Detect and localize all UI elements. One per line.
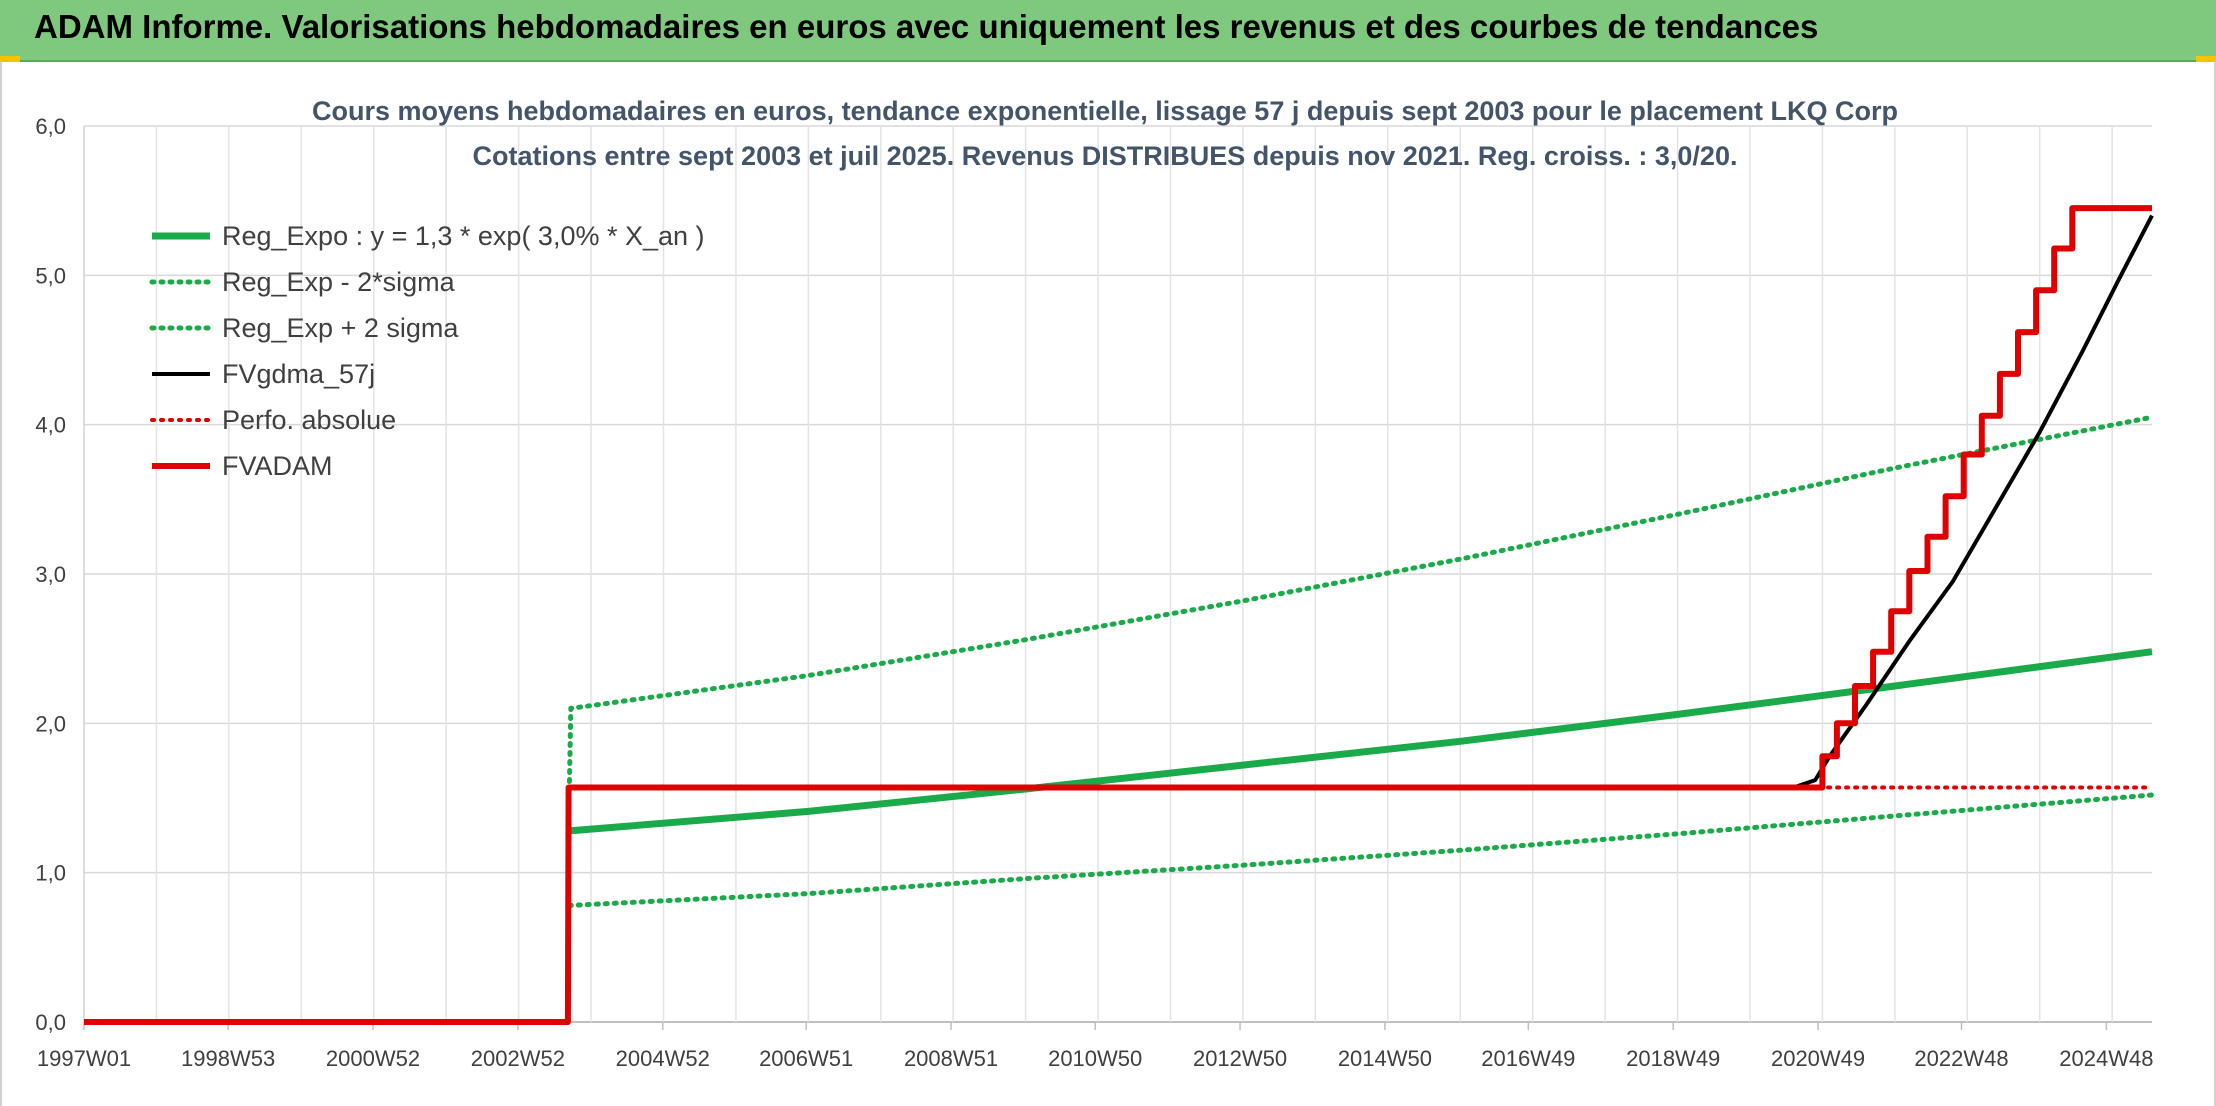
y-tick-label: 3,0 bbox=[35, 562, 66, 587]
corner-marker-left bbox=[0, 56, 20, 62]
x-tick-label: 2000W52 bbox=[326, 1046, 420, 1071]
legend-label: Perfo. absolue bbox=[222, 405, 396, 435]
legend: Reg_Expo : y = 1,3 * exp( 3,0% * X_an ) R… bbox=[149, 221, 705, 481]
x-tick-label: 1997W01 bbox=[37, 1046, 131, 1071]
x-axis-ticks: 1997W01 1998W53 2000W52 2002W52 2004W52 2006W… bbox=[37, 1022, 2153, 1071]
series-line-1 bbox=[569, 648, 2153, 835]
y-axis-ticks: 0,0 1,0 2,0 3,0 4,0 5,0 6,0 bbox=[35, 114, 66, 1035]
y-tick-label: 6,0 bbox=[35, 114, 66, 139]
y-tick-label: 2,0 bbox=[35, 711, 66, 736]
report-banner: ADAM Informe. Valorisations hebdomadaire… bbox=[0, 0, 2216, 62]
legend-label: FVADAM bbox=[222, 451, 333, 481]
series-line-4 bbox=[565, 214, 2154, 1023]
chart-frame bbox=[0, 62, 2216, 1106]
series-line-5 bbox=[565, 785, 2154, 1024]
chart-title: Cours moyens hebdomadaires en euros, ten… bbox=[312, 96, 1898, 126]
x-tick-label: 2014W50 bbox=[1338, 1046, 1432, 1071]
corner-marker-right bbox=[2196, 56, 2216, 62]
x-tick-label: 2002W52 bbox=[471, 1046, 565, 1071]
x-tick-label: 2018W49 bbox=[1626, 1046, 1720, 1071]
y-tick-label: 4,0 bbox=[35, 413, 66, 438]
x-tick-label: 2022W48 bbox=[1914, 1046, 2008, 1071]
series-line-2 bbox=[566, 792, 2155, 908]
x-tick-label: 2012W50 bbox=[1193, 1046, 1287, 1071]
x-tick-label: 2024W48 bbox=[2059, 1046, 2153, 1071]
x-tick-label: 2010W50 bbox=[1048, 1046, 1142, 1071]
x-tick-label: 2008W51 bbox=[904, 1046, 998, 1071]
series-group bbox=[84, 205, 2155, 1025]
legend-label: Reg_Exp - 2*sigma bbox=[222, 267, 456, 297]
legend-label: Reg_Expo : y = 1,3 * exp( 3,0% * X_an ) bbox=[222, 221, 705, 251]
chart-subtitle: Cotations entre sept 2003 et juil 2025. … bbox=[473, 141, 1738, 171]
y-tick-label: 5,0 bbox=[35, 263, 66, 288]
x-tick-label: 1998W53 bbox=[181, 1046, 275, 1071]
legend-label: Reg_Exp + 2 sigma bbox=[222, 313, 459, 343]
y-tick-label: 0,0 bbox=[35, 1010, 66, 1035]
x-tick-label: 2020W49 bbox=[1771, 1046, 1865, 1071]
x-tick-label: 2006W51 bbox=[759, 1046, 853, 1071]
x-tick-label: 2004W52 bbox=[616, 1046, 710, 1071]
legend-label: FVgdma_57j bbox=[222, 359, 375, 389]
x-tick-label: 2016W49 bbox=[1481, 1046, 1575, 1071]
report-title: ADAM Informe. Valorisations hebdomadaire… bbox=[34, 8, 1819, 45]
y-tick-label: 1,0 bbox=[35, 861, 66, 886]
grid-lines bbox=[83, 125, 2152, 1023]
series-line-3 bbox=[566, 414, 2155, 793]
series-line-6 bbox=[84, 205, 2152, 1025]
